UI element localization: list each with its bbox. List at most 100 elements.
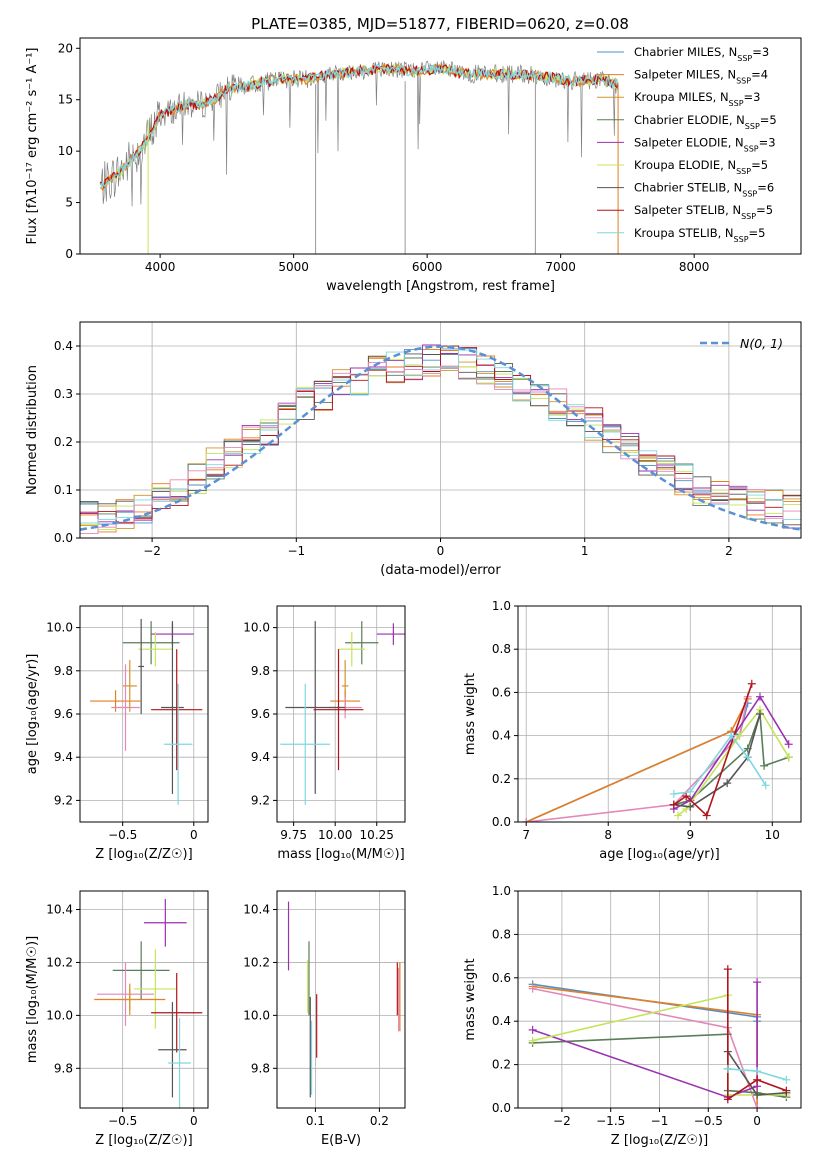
- legend-entry: Salpeter STELIB, NSSP=5: [634, 203, 773, 221]
- y-tick-label: 9.4: [54, 750, 73, 764]
- data-point: [151, 649, 203, 771]
- legend: Chabrier MILES, NSSP=3 Salpeter MILES, NS…: [597, 45, 777, 243]
- model-spectrum: [99, 62, 619, 191]
- y-axis-label: age [log₁₀(age/yr)]: [25, 654, 40, 775]
- x-tick-label: −0.5: [108, 1114, 137, 1128]
- axes-frame: [517, 890, 802, 1109]
- y-tick-label: 0.6: [492, 971, 511, 985]
- panel-age_vs_Z: −0.5 0 9.2 9.4 9.6 9.8 10.0 Z [log₁₀(Z/Z☉)] age …: [25, 605, 209, 862]
- x-axis-label: age [log₁₀(age/yr)]: [599, 847, 720, 862]
- weight-series: [727, 969, 787, 1101]
- x-tick-label: 0.1: [306, 1114, 325, 1128]
- x-tick-label: 7: [522, 828, 530, 842]
- data-point: [151, 973, 203, 1053]
- data-point: [89, 690, 142, 712]
- y-tick-label: 20: [58, 41, 73, 55]
- y-tick-label: 10.0: [46, 1008, 73, 1022]
- y-tick-label: 9.6: [54, 707, 73, 721]
- x-tick-label: 0: [437, 544, 445, 558]
- x-tick-label: −2: [553, 1114, 571, 1128]
- x-tick-label: 9: [686, 828, 694, 842]
- plot-area: [99, 60, 619, 254]
- x-tick-label: −0.5: [108, 828, 137, 842]
- axes-frame: [79, 890, 209, 1109]
- data-point: [285, 621, 346, 794]
- weight-series: [673, 695, 790, 810]
- data-point: [168, 1018, 191, 1108]
- panel-spectrum: 4000 5000 6000 7000 8000 0 5 10 15 20 wavelength […: [25, 37, 802, 294]
- data-point: [97, 962, 154, 1026]
- x-axis-label: Z [log₁₀(Z/Z☉)]: [95, 847, 192, 862]
- x-tick-label: 10: [765, 828, 780, 842]
- y-tick-label: 0.2: [54, 435, 73, 449]
- legend-entry: Salpeter ELODIE, NSSP=3: [634, 135, 776, 153]
- plot-area: [528, 965, 791, 1108]
- data-point: [111, 664, 140, 751]
- x-tick-label: 10.25: [360, 828, 394, 842]
- x-tick-label: 1: [581, 544, 589, 558]
- data-point: [158, 1002, 187, 1098]
- y-tick-label: 10.0: [243, 621, 270, 635]
- y-tick-label: 0.0: [54, 531, 73, 545]
- plot-area: [522, 679, 793, 822]
- y-tick-label: 0: [65, 247, 73, 261]
- data-point: [161, 621, 184, 794]
- x-tick-label: 0: [190, 1114, 198, 1128]
- x-axis-label: wavelength [Angstrom, rest frame]: [326, 279, 555, 294]
- y-tick-label: 5: [65, 196, 73, 210]
- panel-mass_vs_Z: −0.5 0 9.8 10.0 10.2 10.4 Z [log₁₀(Z/Z☉)] mass …: [25, 890, 209, 1148]
- x-tick-label: −0.5: [694, 1114, 723, 1128]
- axes-frame: [276, 605, 406, 823]
- y-tick-label: 0.2: [492, 772, 511, 786]
- weight-series: [532, 983, 758, 1022]
- y-tick-label: 1.0: [492, 599, 511, 613]
- y-tick-label: 10.2: [243, 955, 270, 969]
- y-tick-label: 9.8: [251, 664, 270, 678]
- axes-frame: [79, 605, 209, 823]
- y-tick-label: 0.0: [492, 815, 511, 829]
- residual-histogram: [80, 362, 801, 535]
- data-point: [122, 983, 137, 1016]
- data-point: [122, 660, 137, 712]
- legend-entry: Chabrier ELODIE, NSSP=5: [634, 113, 777, 131]
- y-tick-label: 9.8: [54, 664, 73, 678]
- legend-entry: Salpeter MILES, NSSP=4: [634, 68, 768, 86]
- data-point: [144, 898, 187, 947]
- y-tick-label: 10.2: [46, 955, 73, 969]
- y-tick-label: 10.0: [46, 621, 73, 635]
- plot-area: [94, 898, 203, 1108]
- x-axis-label: (data-model)/error: [380, 563, 501, 578]
- y-axis-label: Flux [fλ10⁻¹⁷ erg cm⁻² s⁻¹ A⁻¹]: [25, 48, 40, 245]
- y-axis-label: mass weight: [463, 958, 478, 1040]
- model-spectrum: [99, 63, 619, 189]
- observed-spectrum: [99, 60, 618, 207]
- x-tick-label: −1: [651, 1114, 669, 1128]
- data-point: [338, 631, 366, 667]
- x-axis-label: Z [log₁₀(Z/Z☉)]: [95, 1133, 192, 1148]
- y-tick-label: 15: [58, 93, 73, 107]
- x-tick-label: 0: [753, 1114, 761, 1128]
- y-tick-label: 9.8: [251, 1061, 270, 1075]
- data-point: [163, 683, 193, 805]
- x-tick-label: 10.00: [318, 828, 352, 842]
- x-tick-label: 0: [190, 828, 198, 842]
- x-axis-label: Z [log₁₀(Z/Z☉)]: [611, 1133, 708, 1148]
- panel-weight_vs_age: 7 8 9 10 0.0 0.2 0.4 0.6 0.8 1.0 age [log₁₀(age/yr…: [463, 599, 802, 862]
- x-tick-label: −2: [143, 544, 161, 558]
- y-tick-label: 0.0: [492, 1101, 511, 1115]
- plot-area: [89, 618, 203, 805]
- axes-frame: [79, 37, 802, 255]
- figure-title: PLATE=0385, MJD=51877, FIBERID=0620, z=0…: [251, 15, 629, 33]
- y-tick-label: 10.4: [243, 903, 270, 917]
- data-point: [345, 621, 379, 665]
- gaussian-curve: [80, 345, 801, 531]
- data-point: [138, 618, 144, 714]
- data-point: [376, 623, 405, 645]
- x-tick-label: 5000: [278, 260, 309, 274]
- y-axis-label: Normed distribution: [25, 365, 40, 495]
- legend-entry: N(0, 1): [740, 336, 783, 351]
- y-tick-label: 0.8: [492, 642, 511, 656]
- y-tick-label: 9.6: [251, 707, 270, 721]
- panel-weight_vs_Z: −2 −1.5 −1 −0.5 0 0.0 0.2 0.4 0.6 0.8 1.0 Z [log₁₀(…: [463, 884, 802, 1148]
